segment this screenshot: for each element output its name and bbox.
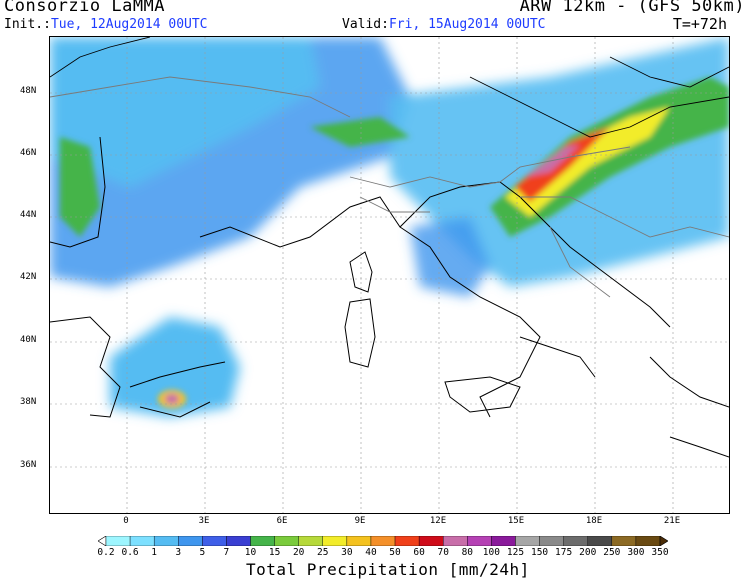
colorbar-level-label: 200 [579, 547, 597, 558]
map-grid [50, 37, 729, 513]
colorbar-swatch [226, 536, 251, 546]
lat-label-40n: 40N [20, 335, 37, 345]
lon-label-21e: 21E [663, 516, 681, 526]
lat-label-48n: 48N [20, 86, 37, 96]
colorbar-swatch [587, 536, 613, 546]
lon-label-18e: 18E [585, 516, 603, 526]
colorbar-swatch [105, 536, 131, 546]
colorbar-swatch [153, 536, 179, 546]
colorbar-level-label: 300 [627, 547, 645, 558]
init-label: Init.: [4, 17, 51, 32]
map-canvas [50, 37, 729, 513]
colorbar-swatch [539, 536, 564, 546]
colorbar-arrow-low [98, 536, 107, 546]
colorbar-level-label: 100 [482, 547, 500, 558]
colorbar-swatch [346, 536, 372, 546]
colorbar-title: Total Precipitation [mm/24h] [246, 560, 530, 579]
colorbar-level-label: 7 [223, 547, 230, 558]
precipitation-map [49, 36, 730, 514]
colorbar-swatch [274, 536, 299, 546]
colorbar-level-label: 60 [413, 547, 425, 558]
colorbar-swatch [418, 536, 444, 546]
lat-label-36n: 36N [20, 460, 37, 470]
colorbar-swatch [370, 536, 396, 546]
valid-value: Fri, 15Aug2014 00UTC [388, 17, 546, 32]
colorbar-level-label: 5 [199, 547, 206, 558]
colorbar-level-label: 10 [244, 547, 257, 558]
forecast-step: T=+72h [672, 15, 727, 33]
colorbar-level-label: 80 [461, 547, 474, 558]
init-time: Init.:Tue, 12Aug2014 00UTC [4, 17, 208, 32]
colorbar-swatch [250, 536, 275, 546]
valid-time: Valid:Fri, 15Aug2014 00UTC [342, 17, 546, 32]
lon-label-0: 0 [123, 516, 129, 526]
colorbar-level-label: 150 [530, 547, 549, 558]
precip-field [50, 37, 729, 417]
colorbar-level-label: 3 [175, 547, 182, 558]
lat-label-44n: 44N [20, 210, 37, 220]
colorbar-swatch [611, 536, 637, 546]
colorbar-level-label: 175 [555, 547, 573, 558]
lon-label-12e: 12E [429, 516, 447, 526]
colorbar-level-label: 40 [365, 547, 377, 558]
colorbar-level-label: 15 [268, 547, 281, 558]
colorbar-level-label: 350 [651, 547, 669, 558]
lon-label-9e: 9E [354, 516, 366, 526]
precip-colorbar [98, 536, 668, 546]
org-title: Consorzio LaMMA [4, 0, 166, 16]
colorbar-swatch [515, 536, 540, 546]
colorbar-swatch [491, 536, 516, 546]
colorbar-swatch [202, 536, 227, 546]
colorbar-level-label: 0.2 [97, 547, 115, 558]
lon-label-6e: 6E [276, 516, 288, 526]
coastlines [50, 136, 729, 458]
colorbar-swatch [298, 536, 323, 546]
colorbar-swatch [129, 536, 155, 546]
lat-label-42n: 42N [20, 272, 37, 282]
colorbar-level-label: 125 [506, 547, 525, 558]
country-borders [50, 76, 729, 298]
colorbar-level-label: 30 [341, 547, 353, 558]
model-title: ARW 12km - (GFS 50km) [519, 0, 745, 16]
colorbar-level-label: 50 [389, 547, 401, 558]
colorbar-swatch [178, 536, 203, 546]
colorbar-swatch [467, 536, 492, 546]
colorbar-level-label: 250 [603, 547, 621, 558]
colorbar-arrow-high [659, 536, 668, 546]
colorbar-swatch [394, 536, 420, 546]
lon-label-3e: 3E [198, 516, 210, 526]
coastlines-north [50, 37, 729, 138]
colorbar-level-label: 1 [151, 547, 158, 558]
colorbar-swatch [443, 536, 468, 546]
colorbar-swatch [322, 536, 348, 546]
colorbar-swatch [563, 536, 588, 546]
valid-label: Valid: [342, 17, 389, 32]
colorbar-swatch [635, 536, 661, 546]
lat-label-46n: 46N [20, 148, 37, 158]
init-value: Tue, 12Aug2014 00UTC [50, 17, 208, 32]
colorbar-level-label: 70 [437, 547, 449, 558]
colorbar-level-label: 0.6 [121, 547, 139, 558]
lat-label-38n: 38N [20, 397, 37, 407]
colorbar-level-label: 20 [292, 547, 305, 558]
lon-label-15e: 15E [507, 516, 525, 526]
colorbar-level-label: 25 [317, 547, 329, 558]
